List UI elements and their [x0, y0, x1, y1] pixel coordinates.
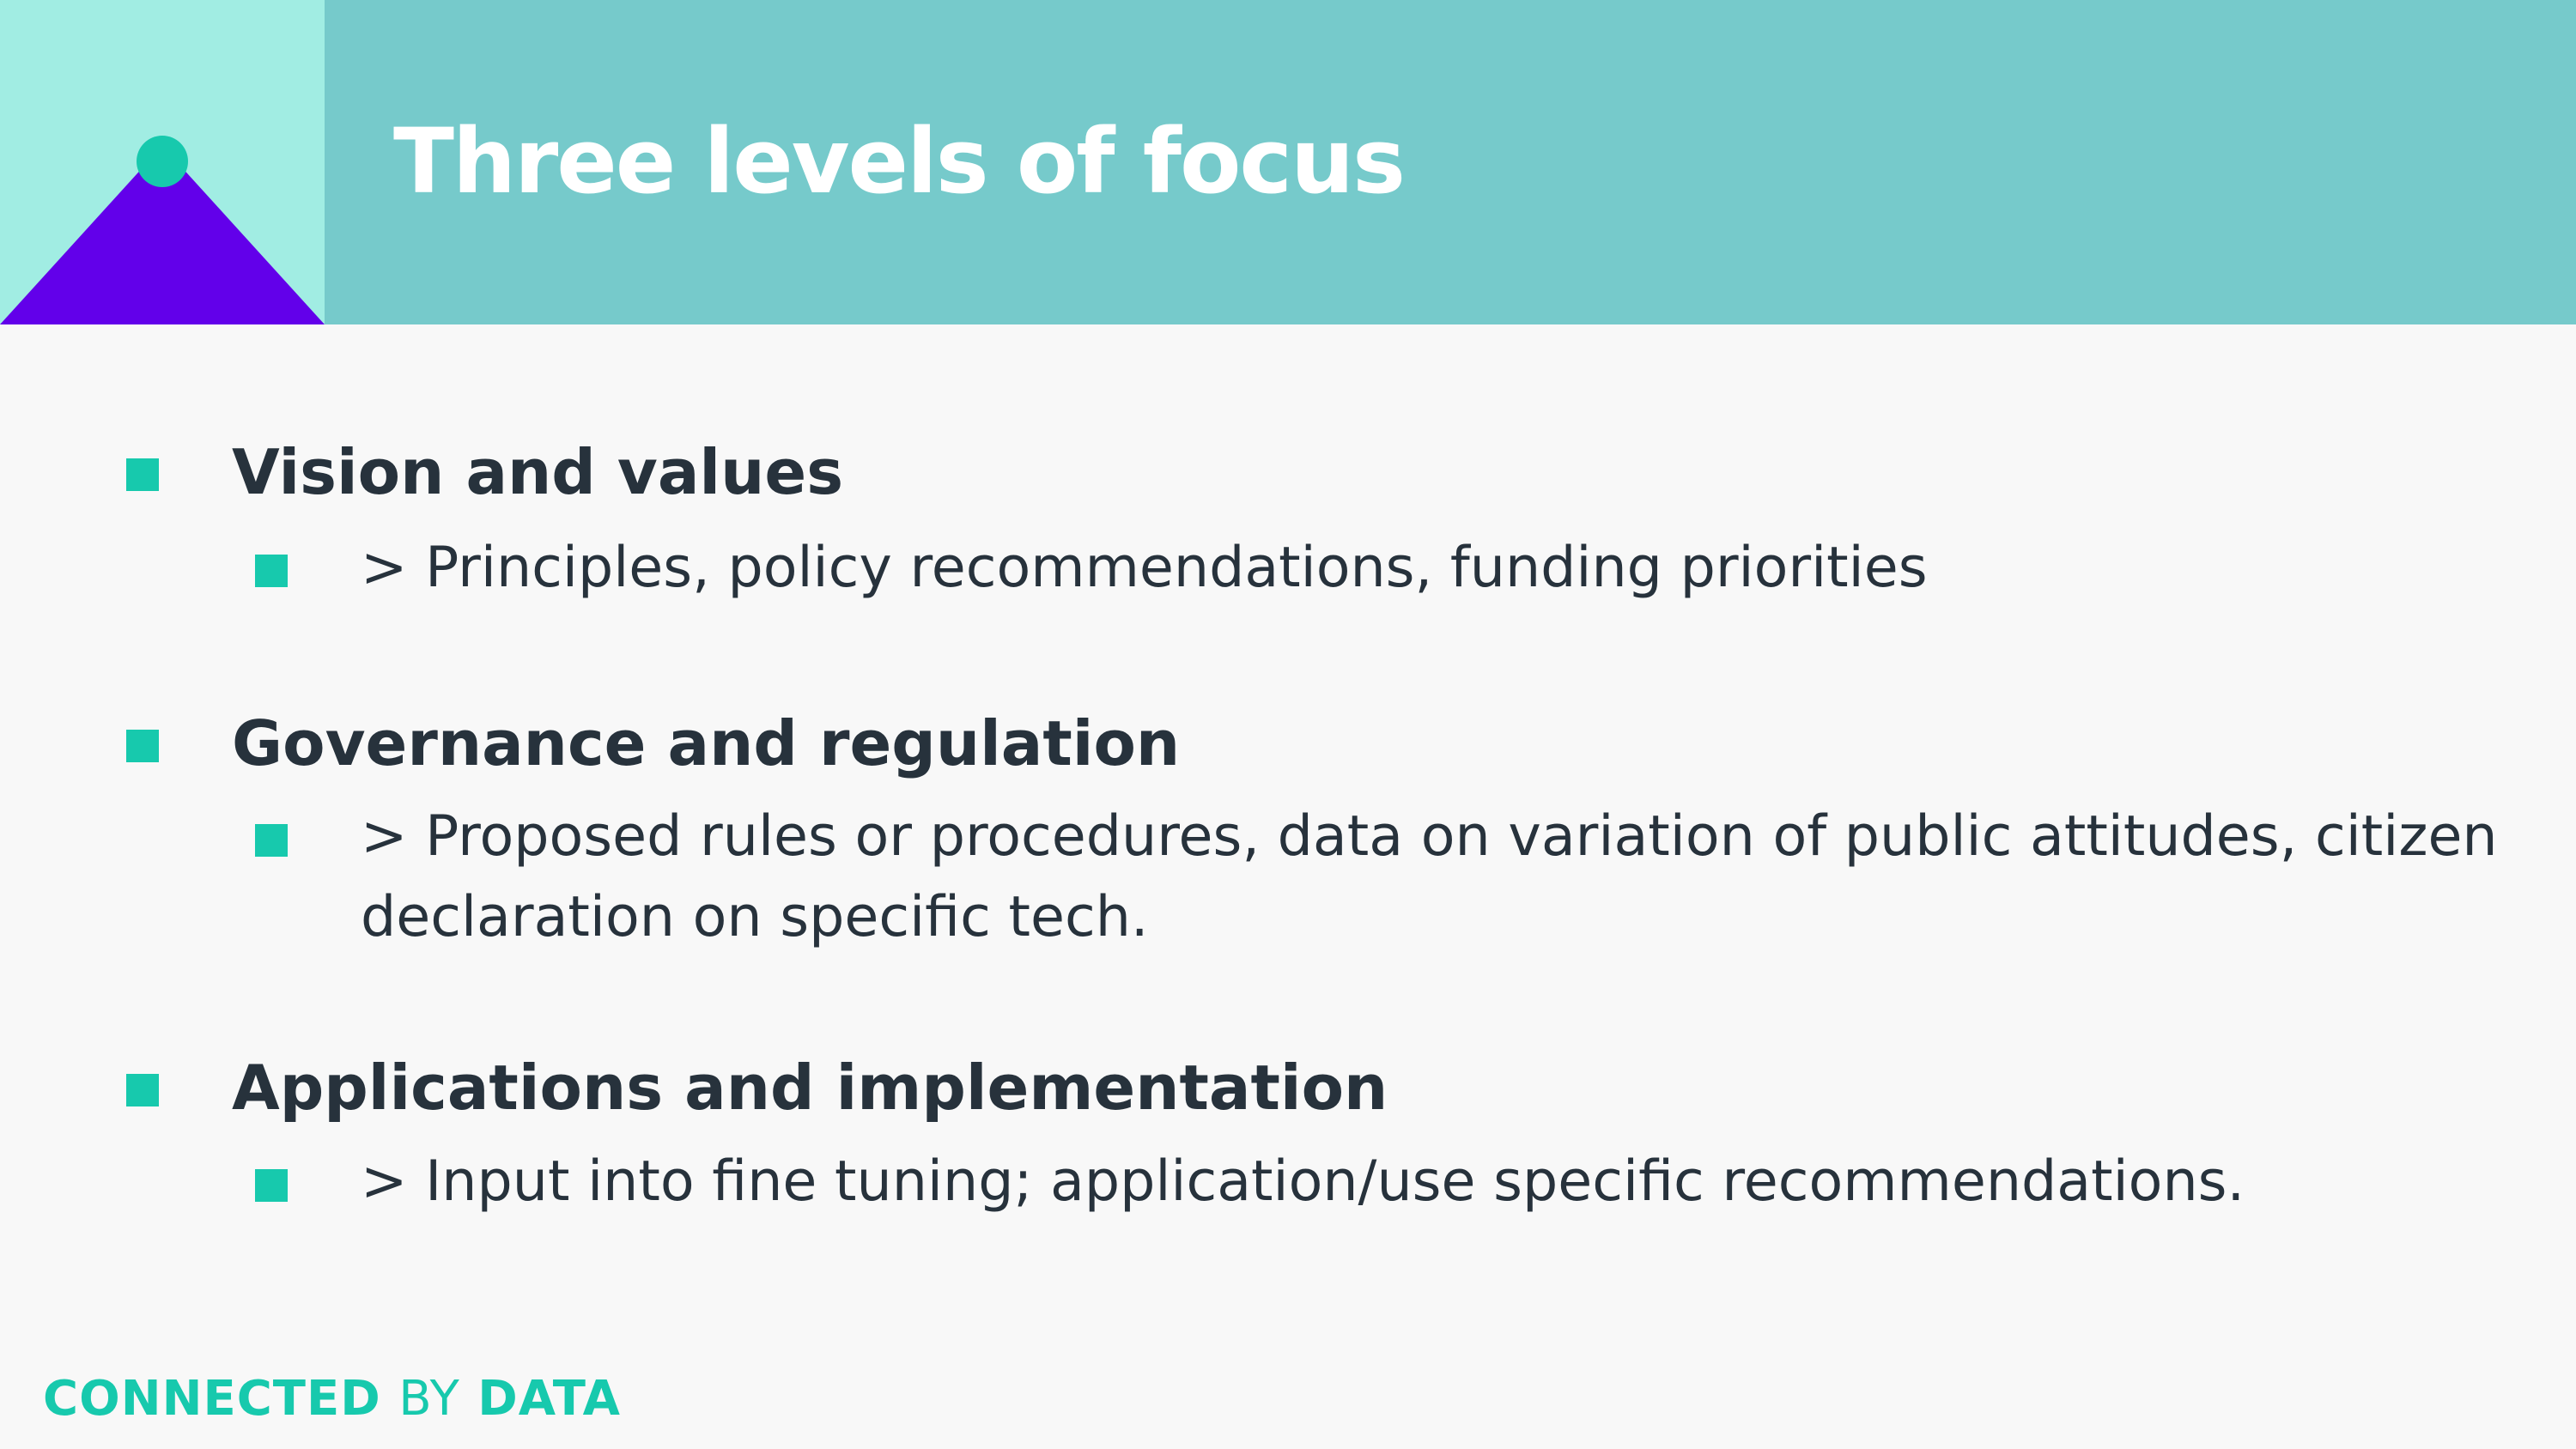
item-detail-governance: > Proposed rules or procedures, data on … — [361, 804, 2498, 949]
item-detail-applications: > Input into fine tuning; application/us… — [361, 1149, 2245, 1214]
footer-brand-logo: CONNECTED BY DATA — [43, 1369, 621, 1429]
header-bar — [0, 0, 2576, 324]
logo-graphic — [0, 0, 325, 324]
footer-brand-data: DATA — [477, 1371, 621, 1427]
bullet-square-icon — [126, 458, 159, 491]
item-heading-applications: Applications and implementation — [232, 1052, 1388, 1124]
bullet-square-icon — [126, 1074, 159, 1106]
triangle-logo-icon — [0, 136, 325, 324]
sub-bullet-square-icon — [255, 1169, 288, 1202]
sub-bullet-square-icon — [255, 555, 288, 587]
footer-brand-by: BY — [398, 1371, 460, 1427]
sub-bullet-square-icon — [255, 824, 288, 857]
footer-brand-connected: CONNECTED — [43, 1371, 381, 1427]
item-heading-governance: Governance and regulation — [232, 707, 1181, 779]
bullet-square-icon — [126, 730, 159, 762]
item-heading-vision: Vision and values — [232, 436, 844, 508]
slide-title: Three levels of focus — [393, 109, 1406, 214]
item-detail-vision: > Principles, policy recommendations, fu… — [361, 536, 1928, 600]
